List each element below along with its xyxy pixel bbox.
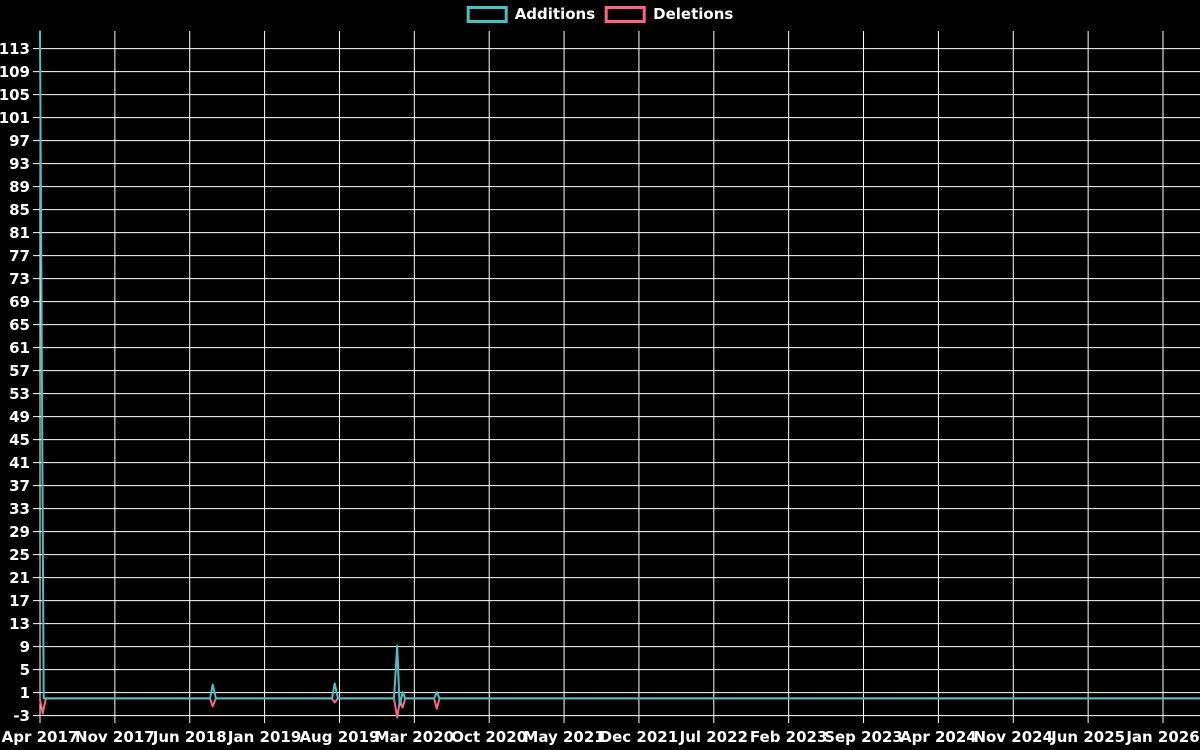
- y-tick-label: 101: [0, 109, 30, 127]
- y-axis-labels: 1131091051019793898581777369656157534945…: [0, 40, 30, 725]
- legend-item-additions[interactable]: Additions: [466, 5, 596, 23]
- x-tick-label: Jun 2018: [152, 728, 227, 746]
- series-line-additions: [39, 30, 1200, 707]
- y-tick-label: 69: [9, 293, 30, 311]
- y-tick-label: 57: [9, 362, 30, 380]
- y-tick-label: 41: [9, 454, 30, 472]
- chart-legend: Additions Deletions: [466, 5, 733, 23]
- legend-item-deletions[interactable]: Deletions: [605, 6, 733, 23]
- y-tick-label: 73: [9, 270, 30, 288]
- series-line-deletions: [39, 697, 1200, 719]
- y-tick-label: 17: [9, 592, 30, 610]
- y-tick-label: 29: [9, 523, 30, 541]
- deletions-legend-label: Deletions: [653, 5, 734, 23]
- deletions-swatch-icon: [605, 6, 647, 23]
- y-tick-label: 13: [9, 615, 30, 633]
- y-tick-label: 77: [9, 247, 30, 265]
- y-tick-label: 85: [9, 201, 30, 219]
- y-tick-label: 5: [20, 661, 30, 679]
- x-tick-label: Dec 2021: [600, 728, 679, 746]
- y-tick-label: 33: [9, 500, 30, 518]
- x-tick-label: Nov 2017: [75, 728, 155, 746]
- y-tick-label: 21: [9, 569, 30, 587]
- additions-legend-label: Additions: [514, 5, 596, 23]
- x-tick-label: Nov 2024: [973, 728, 1053, 746]
- x-tick-label: Jul 2022: [679, 728, 748, 746]
- y-tick-label: -3: [13, 707, 30, 725]
- y-tick-label: 105: [0, 86, 30, 104]
- x-tick-label: Jun 2025: [1050, 728, 1125, 746]
- y-tick-label: 109: [0, 63, 30, 81]
- x-tick-label: Jan 2026: [1125, 728, 1199, 746]
- y-tick-label: 89: [9, 178, 30, 196]
- x-tick-label: May 2021: [523, 728, 604, 746]
- x-tick-label: Sep 2023: [824, 728, 903, 746]
- y-tick-label: 81: [9, 224, 30, 242]
- x-tick-label: Feb 2023: [750, 728, 828, 746]
- x-tick-label: Oct 2020: [451, 728, 527, 746]
- gridlines: [33, 31, 1200, 723]
- y-tick-label: 93: [9, 155, 30, 173]
- y-tick-label: 45: [9, 431, 30, 449]
- x-tick-label: Mar 2020: [375, 728, 454, 746]
- y-tick-label: 37: [9, 477, 30, 495]
- y-tick-label: 49: [9, 408, 30, 426]
- x-tick-label: Aug 2019: [299, 728, 379, 746]
- y-tick-label: 113: [0, 40, 30, 58]
- x-tick-label: Apr 2024: [900, 728, 977, 746]
- additions-swatch-icon: [466, 6, 508, 23]
- y-tick-label: 53: [9, 385, 30, 403]
- y-tick-label: 9: [20, 638, 30, 656]
- y-tick-label: 61: [9, 339, 30, 357]
- y-tick-label: 1: [20, 684, 30, 702]
- y-tick-label: 65: [9, 316, 30, 334]
- x-tick-label: Apr 2017: [2, 728, 79, 746]
- y-tick-label: 97: [9, 132, 30, 150]
- x-tick-label: Jan 2019: [227, 728, 301, 746]
- y-tick-label: 25: [9, 546, 30, 564]
